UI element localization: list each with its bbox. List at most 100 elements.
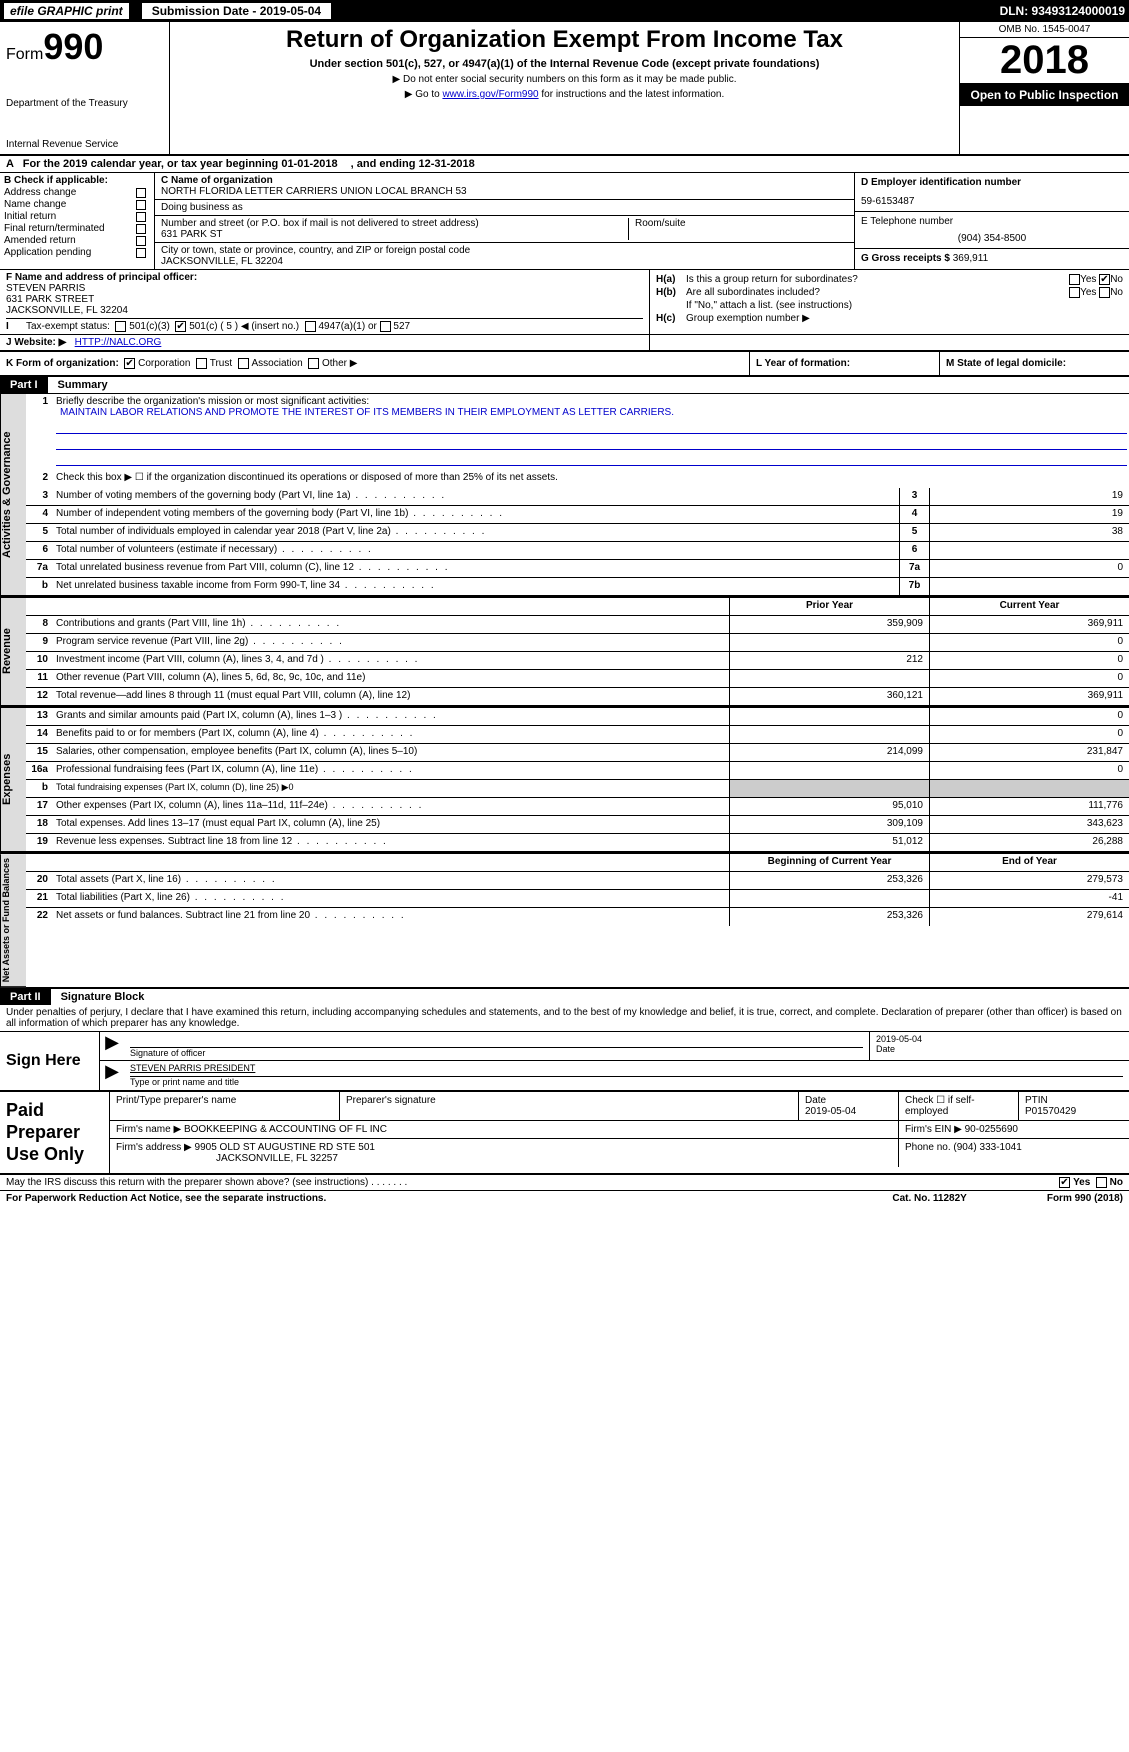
head-boy: Beginning of Current Year <box>729 854 929 871</box>
line-desc: Total assets (Part X, line 16) <box>54 872 729 889</box>
officer-addr1: 631 PARK STREET <box>6 294 643 305</box>
line-cellnum: 5 <box>899 524 929 541</box>
line-cy: 343,623 <box>929 816 1129 833</box>
opt-association: Association <box>252 358 303 369</box>
row-fh: F Name and address of principal officer:… <box>0 270 1129 335</box>
checkbox-icon[interactable] <box>1069 287 1080 298</box>
firm-addr2: JACKSONVILLE, FL 32257 <box>116 1153 338 1164</box>
dots: . . . . . . . <box>368 1177 407 1188</box>
yes-label: Yes <box>1080 274 1096 285</box>
line-desc: Total number of volunteers (estimate if … <box>54 542 899 559</box>
checkbox-icon[interactable] <box>115 321 126 332</box>
line-cy: 369,911 <box>929 688 1129 705</box>
line-desc: Contributions and grants (Part VIII, lin… <box>54 616 729 633</box>
checkbox-icon[interactable] <box>1099 287 1110 298</box>
checkbox-icon[interactable] <box>136 188 146 198</box>
line-desc: Salaries, other compensation, employee b… <box>54 744 729 761</box>
cb-lbl: Initial return <box>4 211 56 222</box>
ptin: P01570429 <box>1025 1106 1076 1117</box>
open-public: Open to Public Inspection <box>960 84 1129 106</box>
vlabel-governance: Activities & Governance <box>0 394 26 596</box>
phone-label: E Telephone number <box>861 216 1123 227</box>
part1-title: Summary <box>48 379 108 391</box>
footer-bottom: For Paperwork Reduction Act Notice, see … <box>0 1190 1129 1206</box>
opt-501c: 501(c) ( 5 ) ◀ (insert no.) <box>189 321 299 332</box>
signature-line[interactable] <box>130 1034 863 1048</box>
line-cellnum: 7a <box>899 560 929 577</box>
efile-badge: efile GRAPHIC print <box>4 3 129 19</box>
checkbox-icon[interactable] <box>238 358 249 369</box>
street: 631 PARK ST <box>161 229 622 240</box>
irs-link[interactable]: www.irs.gov/Form990 <box>442 89 538 100</box>
head-prior-year: Prior Year <box>729 598 929 615</box>
line-num: 6 <box>26 542 54 559</box>
checkbox-icon[interactable] <box>380 321 391 332</box>
line-cy: 0 <box>929 708 1129 725</box>
website-link[interactable]: HTTP://NALC.ORG <box>75 337 162 348</box>
line-py <box>729 890 929 907</box>
tax-exempt-label: Tax-exempt status: <box>26 321 110 332</box>
checkbox-icon[interactable] <box>136 212 146 222</box>
checkbox-icon[interactable] <box>1059 1177 1070 1188</box>
submission-date: Submission Date - 2019-05-04 <box>141 2 332 20</box>
checkbox-icon[interactable] <box>136 236 146 246</box>
checkbox-icon[interactable] <box>308 358 319 369</box>
ha-text: Is this a group return for subordinates? <box>686 274 1069 285</box>
hb-note: If "No," attach a list. (see instruction… <box>686 300 1123 311</box>
line-num: 18 <box>26 816 54 833</box>
line-desc: Professional fundraising fees (Part IX, … <box>54 762 729 779</box>
line-cy-shade <box>929 780 1129 797</box>
no-label: No <box>1110 274 1123 285</box>
opt-trust: Trust <box>210 358 232 369</box>
org-name: NORTH FLORIDA LETTER CARRIERS UNION LOCA… <box>161 186 848 197</box>
phone: (904) 354-8500 <box>861 233 1123 244</box>
checkbox-icon[interactable] <box>136 224 146 234</box>
sign-block: Sign Here ▶ Signature of officer 2019-05… <box>0 1032 1129 1092</box>
line2-desc: Check this box ▶ ☐ if the organization d… <box>54 470 1129 488</box>
opt-527: 527 <box>393 321 410 332</box>
summary-governance: Activities & Governance 1 Briefly descri… <box>0 394 1129 596</box>
line-py <box>729 634 929 651</box>
line-num: 9 <box>26 634 54 651</box>
checkbox-icon[interactable] <box>1099 274 1110 285</box>
row-a: A For the 2019 calendar year, or tax yea… <box>0 156 1129 173</box>
officer-label: F Name and address of principal officer: <box>6 272 643 283</box>
yes-label: Yes <box>1080 287 1096 298</box>
col-f: F Name and address of principal officer:… <box>0 270 649 334</box>
line-num: 15 <box>26 744 54 761</box>
head-eoy: End of Year <box>929 854 1129 871</box>
street-label: Number and street (or P.O. box if mail i… <box>161 218 622 229</box>
ein-label: D Employer identification number <box>861 177 1123 188</box>
vlabel-expenses: Expenses <box>0 708 26 852</box>
form-prefix: Form <box>6 46 43 63</box>
mission-line <box>56 420 1127 434</box>
checkbox-icon[interactable] <box>124 358 135 369</box>
omb-number: OMB No. 1545-0047 <box>960 22 1129 38</box>
line-desc: Total number of individuals employed in … <box>54 524 899 541</box>
checkbox-icon[interactable] <box>1069 274 1080 285</box>
line-num: 11 <box>26 670 54 687</box>
paid-preparer-label: Paid Preparer Use Only <box>0 1092 110 1173</box>
row-a-text: For the 2019 calendar year, or tax year … <box>23 158 338 170</box>
vlabel-netassets: Net Assets or Fund Balances <box>0 854 26 987</box>
checkbox-icon[interactable] <box>305 321 316 332</box>
line-py: 253,326 <box>729 872 929 889</box>
summary-expenses: Expenses 13Grants and similar amounts pa… <box>0 706 1129 852</box>
cb-address-change: Address change <box>4 187 150 198</box>
checkbox-icon[interactable] <box>136 200 146 210</box>
checkbox-icon[interactable] <box>175 321 186 332</box>
room-suite-label: Room/suite <box>628 218 848 240</box>
cb-name-change: Name change <box>4 199 150 210</box>
checkbox-icon[interactable] <box>196 358 207 369</box>
self-employed-label: Check ☐ if self-employed <box>899 1092 1019 1120</box>
line-py: 253,326 <box>729 908 929 926</box>
city-label: City or town, state or province, country… <box>161 245 848 256</box>
no-label: No <box>1110 1177 1123 1188</box>
part2-tag: Part II <box>0 989 51 1005</box>
opt-corporation: Corporation <box>138 358 190 369</box>
checkbox-icon[interactable] <box>136 248 146 258</box>
line-cy: -41 <box>929 890 1129 907</box>
checkbox-icon[interactable] <box>1096 1177 1107 1188</box>
prep-date: 2019-05-04 <box>805 1106 856 1117</box>
cb-lbl: Name change <box>4 199 66 210</box>
